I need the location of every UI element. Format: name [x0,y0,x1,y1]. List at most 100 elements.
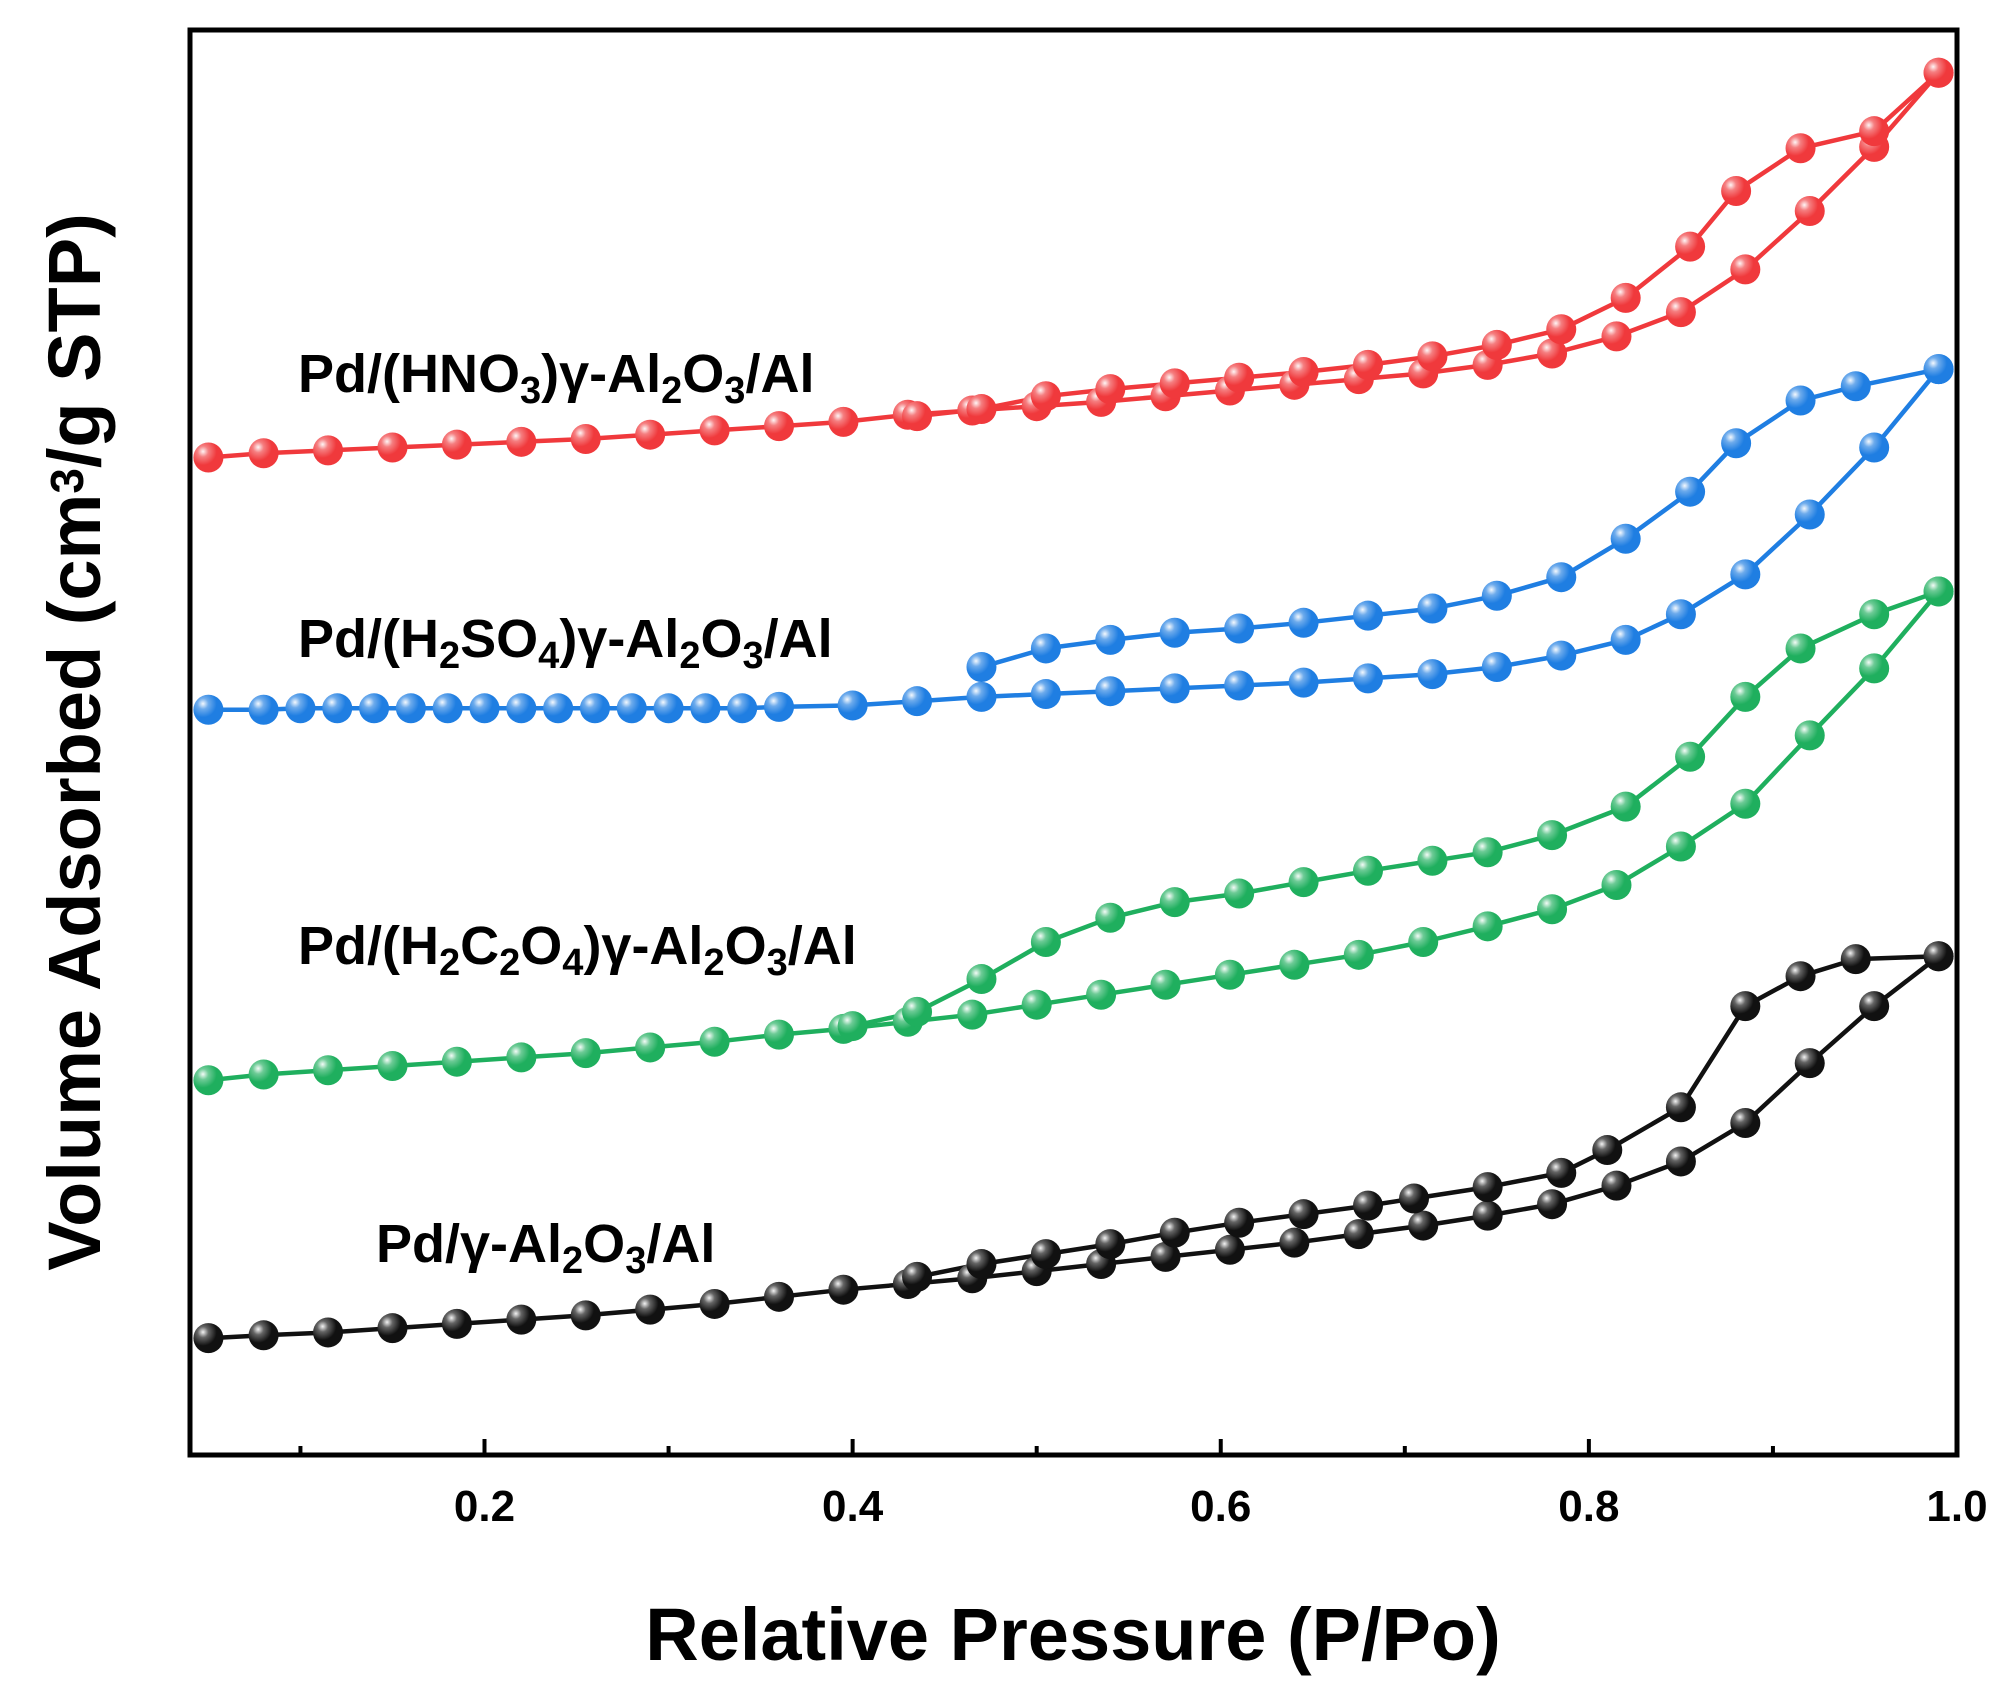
point-highlight [957,999,988,1030]
text-run: )γ-Al [541,344,661,404]
point-highlight [828,406,859,437]
text-run: 2 [562,1240,583,1282]
text-run: 3 [41,468,93,494]
point-highlight [1794,720,1825,751]
series-3 [193,576,1954,1096]
plot-frame [187,27,1960,1458]
point-highlight [1417,659,1448,690]
point-highlight [1546,640,1577,671]
point-highlight [1859,116,1890,147]
desorption-line [980,366,1940,670]
point-highlight [1859,432,1890,463]
point-highlight [1785,385,1816,416]
point-highlight [506,1304,537,1335]
text-run: O [700,609,742,669]
text-run: Pd/γ-Al [376,1214,562,1274]
point-highlight [1859,599,1890,630]
point-highlight [193,1065,224,1096]
text-run: /g STP) [33,213,116,468]
text-run: 3 [767,942,788,984]
point-highlight [1224,878,1255,909]
point-highlight [1288,867,1319,898]
text-run: 3 [520,370,541,412]
point-highlight [1481,651,1512,682]
point-highlight [1353,663,1383,694]
point-highlight [1785,961,1816,992]
text-run: Volume Adsorbed (cm [33,494,116,1271]
point-highlight [635,419,666,450]
point-highlight [1730,991,1761,1022]
point-highlight [1665,297,1696,328]
point-highlight [1481,580,1512,611]
point-highlight [1279,1227,1310,1258]
point-highlight [690,693,721,724]
point-highlight [248,694,279,725]
point-highlight [966,651,997,682]
text-run: Pd/(H [298,609,439,669]
point-highlight [1417,593,1448,624]
point-highlight [1408,927,1439,957]
point-highlight [966,1249,997,1280]
series-label-4: Pd/γ-Al2O3/Al [376,1214,715,1282]
text-run: SO [460,609,538,669]
text-run: O [583,1214,625,1274]
point-highlight [1610,624,1641,655]
point-highlight [1150,1241,1181,1272]
point-highlight [1030,1239,1061,1270]
point-highlight [764,411,794,442]
point-highlight [1785,633,1816,664]
adsorption-line [208,71,1941,460]
point-highlight [1601,1170,1632,1201]
point-highlight [469,693,500,724]
point-highlight [1665,599,1696,630]
text-run: 4 [538,635,559,677]
point-highlight [395,693,426,724]
text-run: Pd/(H [298,916,439,976]
point-highlight [1288,607,1319,638]
point-highlight [570,423,601,454]
point-highlight [1610,523,1641,554]
point-highlight [828,1274,859,1305]
point-highlight [1923,941,1954,972]
point-highlight [1095,374,1126,405]
point-highlight [1840,944,1871,975]
point-highlight [1537,1189,1568,1220]
point-highlight [1665,1092,1696,1123]
point-highlight [1417,341,1448,372]
point-highlight [1675,476,1706,507]
point-highlight [1794,195,1825,226]
point-highlight [285,693,316,724]
point-highlight [699,1288,730,1319]
point-highlight [248,1059,279,1090]
point-highlight [653,693,684,724]
point-highlight [1095,1229,1126,1260]
point-highlight [1030,633,1061,664]
point-highlight [506,426,537,457]
x-tick-label: 0.8 [1558,1482,1619,1531]
point-highlight [1730,254,1761,285]
point-highlight [1923,57,1954,88]
adsorption-line [208,367,1941,712]
series-1 [193,57,1954,473]
point-highlight [1417,845,1448,876]
text-run: 3 [742,635,763,677]
series-labels: Pd/(HNO3)γ-Al2O3/AlPd/(H2SO4)γ-Al2O3/AlP… [298,344,857,1282]
series-label-3: Pd/(H2C2O4)γ-Al2O3/Al [298,916,857,984]
point-highlight [506,1042,537,1073]
text-run: O [725,916,767,976]
y-axis-title: Volume Adsorbed (cm3/g STP) [33,213,116,1271]
text-run: 2 [679,635,700,677]
point-highlight [1601,321,1632,352]
text-run: )γ-Al [559,609,679,669]
text-run: C [460,916,499,976]
point-highlight [727,693,758,724]
point-highlight [313,1055,344,1086]
point-highlight [1610,791,1641,822]
point-highlight [1353,1190,1383,1221]
point-highlight [1159,368,1190,399]
point-highlight [699,415,730,446]
point-highlight [764,1019,794,1050]
point-highlight [1224,670,1255,701]
adsorption-line [208,590,1941,1083]
point-highlight [1840,371,1871,402]
